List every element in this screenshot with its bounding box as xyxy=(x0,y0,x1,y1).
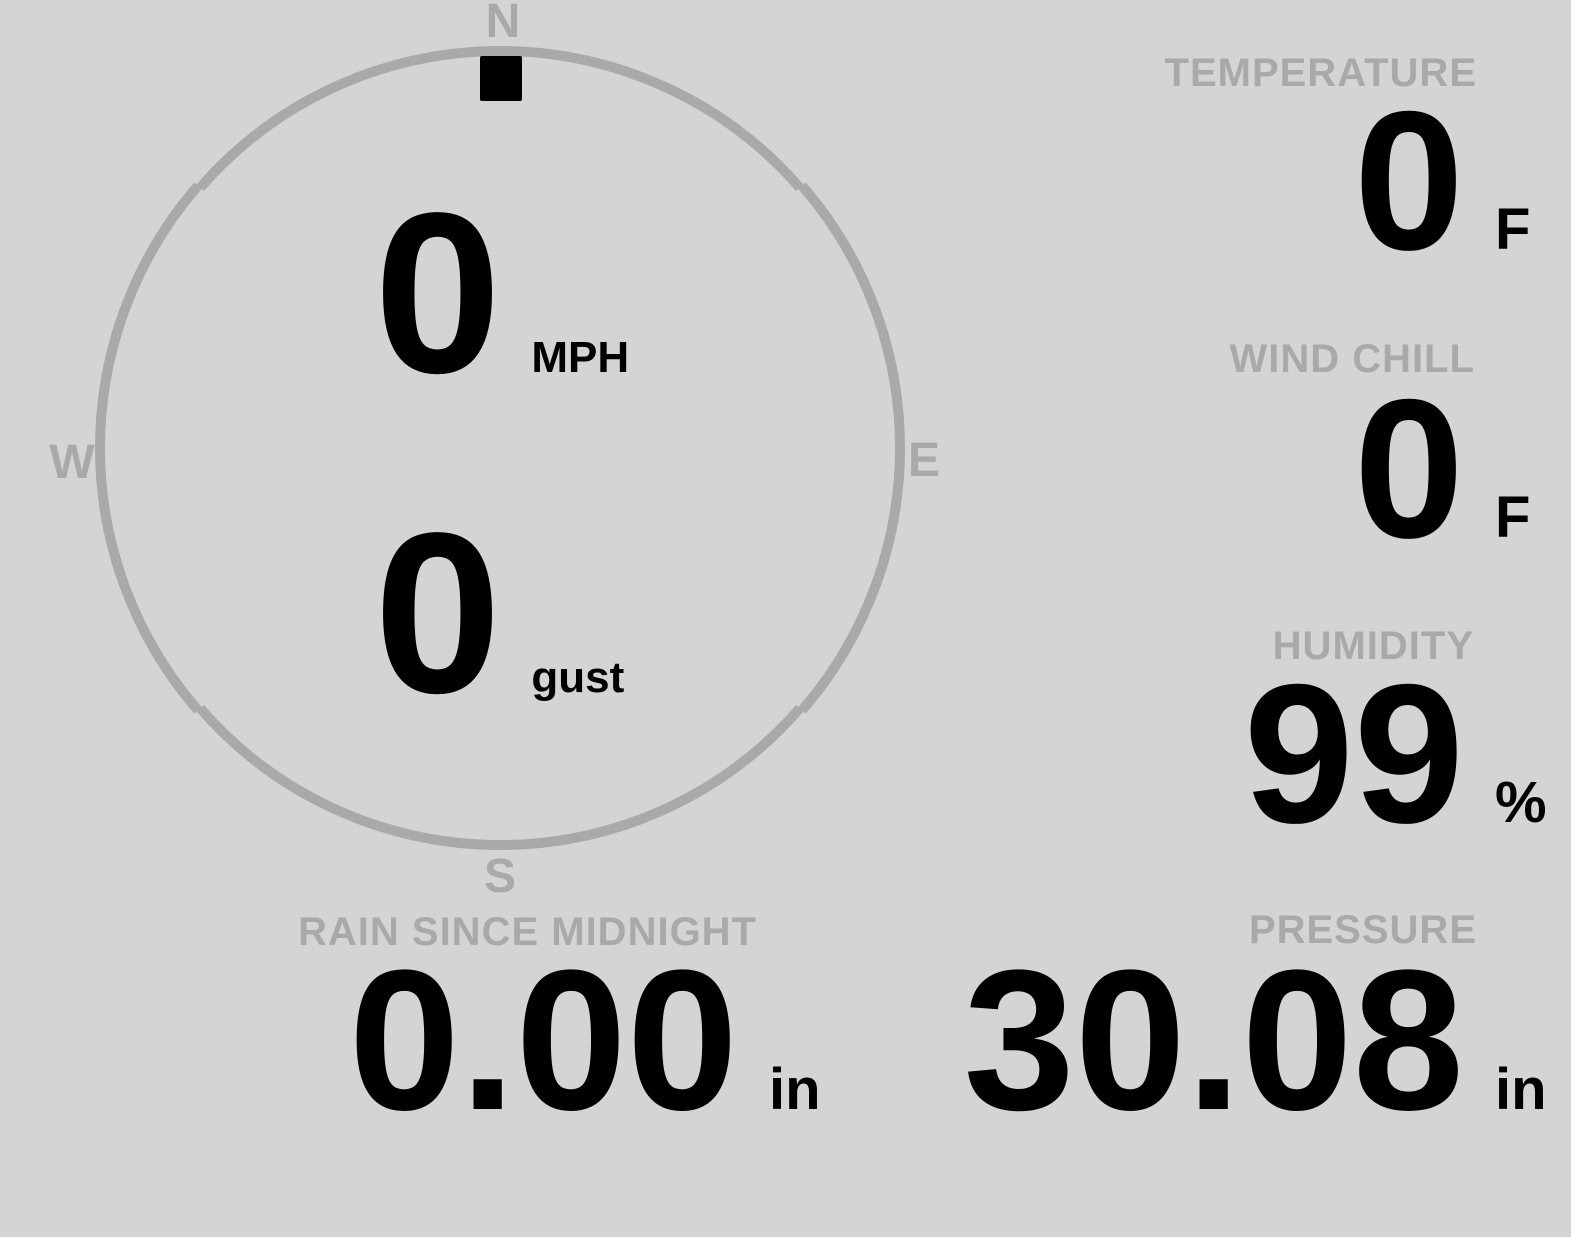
wind-speed-unit: MPH xyxy=(531,333,630,382)
wind-gust-unit: gust xyxy=(531,653,625,702)
compass-rose-graphic xyxy=(95,46,905,850)
wind-chill-label: WIND CHILL xyxy=(1229,337,1475,381)
humidity-reading: 99 % xyxy=(1244,655,1557,853)
temperature-reading: 0 F xyxy=(1354,82,1557,280)
compass-ring-arc-south xyxy=(196,705,804,850)
pressure-value: 30.08 xyxy=(963,929,1465,1152)
compass-ring-arc-west xyxy=(95,182,202,714)
wind-gust-reading: 0 gust xyxy=(374,499,624,728)
wind-speed-reading: 0 MPH xyxy=(374,179,629,408)
wind-direction-marker xyxy=(480,56,522,101)
wind-chill-value: 0 xyxy=(1353,358,1464,579)
humidity-value: 99 xyxy=(1243,643,1464,864)
humidity-unit: % xyxy=(1495,770,1547,835)
wind-chill-reading: 0 F xyxy=(1354,370,1557,568)
compass-ring-arc-east xyxy=(798,182,905,714)
temperature-value: 0 xyxy=(1353,70,1464,291)
wind-chill-unit: F xyxy=(1495,485,1531,550)
rain-label: RAIN SINCE MIDNIGHT xyxy=(298,910,757,954)
cardinal-south-label: S xyxy=(483,850,517,903)
wind-gust-value: 0 xyxy=(374,485,502,741)
temperature-unit: F xyxy=(1495,197,1531,262)
pressure-unit: in xyxy=(1495,1057,1547,1122)
rain-unit: in xyxy=(769,1057,821,1122)
cardinal-west-label: W xyxy=(49,436,95,489)
pressure-label: PRESSURE xyxy=(1248,908,1477,952)
temperature-label: TEMPERATURE xyxy=(1164,51,1477,95)
cardinal-north-label: N xyxy=(485,0,521,48)
rain-reading: 0.00 in xyxy=(349,941,831,1141)
compass-ring-arc-north xyxy=(196,46,804,191)
wind-speed-value: 0 xyxy=(374,165,502,421)
humidity-label: HUMIDITY xyxy=(1272,624,1474,668)
cardinal-east-label: E xyxy=(907,434,941,487)
rain-value: 0.00 xyxy=(348,929,738,1152)
pressure-reading: 30.08 in xyxy=(964,941,1558,1141)
